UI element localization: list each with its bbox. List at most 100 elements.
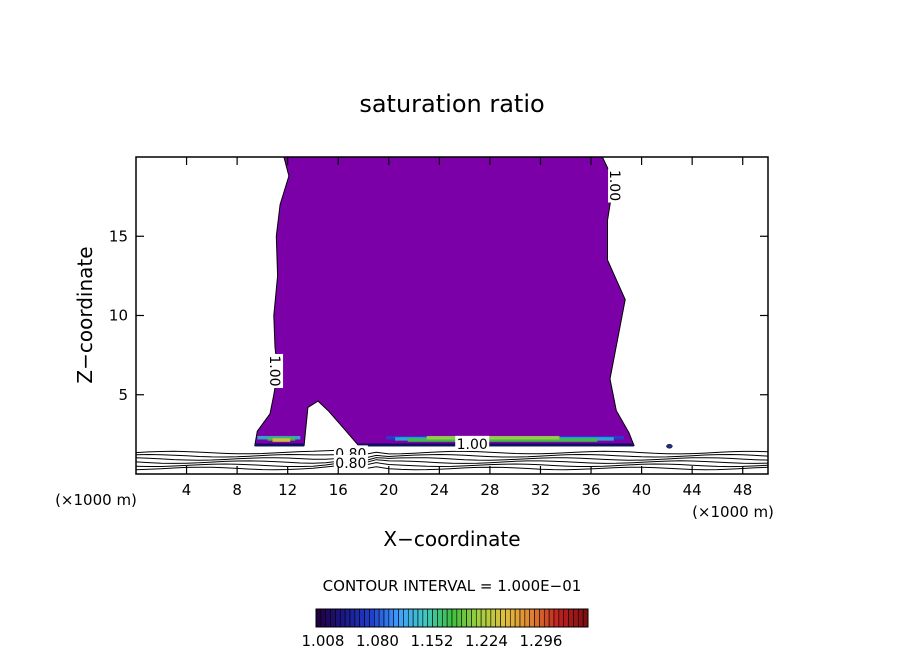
colorbar-swatch <box>471 608 477 628</box>
cloud-base-band <box>407 438 598 442</box>
colorbar-swatch <box>466 608 472 628</box>
x-unit-left: (×1000 m) <box>55 491 137 509</box>
colorbar-swatch <box>364 608 370 628</box>
colorbar-frame <box>315 608 589 628</box>
y-tick-label: 5 <box>118 386 128 404</box>
y-tick-label: 10 <box>109 307 128 325</box>
contour-label: 1.00 <box>266 355 282 386</box>
colorbar-swatch <box>519 608 526 628</box>
contour-label: 1.00 <box>606 170 622 201</box>
colorbar-swatch <box>330 608 336 628</box>
colorbar-swatch <box>344 608 351 628</box>
colorbar-swatch <box>514 608 521 628</box>
colorbar-swatch <box>451 608 458 628</box>
colorbar-swatch <box>558 608 565 628</box>
x-axis-label: X−coordinate <box>383 527 520 551</box>
colorbar-swatch <box>563 608 569 628</box>
chart-title: saturation ratio <box>359 90 544 118</box>
contour-interval-text: CONTOUR INTERVAL = 1.000E−01 <box>323 577 582 595</box>
contour-line <box>135 462 769 468</box>
colorbar-labels: 1.008 1.080 1.152 1.224 1.296 <box>302 632 563 650</box>
x-tick-label: 44 <box>683 481 702 499</box>
colorbar-swatch <box>505 608 511 628</box>
contour-label: 0.80 <box>335 456 366 472</box>
saturated-region-layer <box>254 156 635 447</box>
contour-line <box>135 459 769 465</box>
low-level-contour-lines <box>135 444 769 471</box>
colorbar-swatch <box>509 608 516 628</box>
colorbar-swatch <box>398 608 404 628</box>
colorbar-swatch <box>500 608 506 628</box>
colorbar-swatch <box>437 608 443 628</box>
contour-line <box>135 449 769 456</box>
colorbar-swatch <box>383 608 390 628</box>
colorbar-swatch <box>553 608 560 628</box>
x-tick-label: 8 <box>232 481 242 499</box>
colorbar-swatch <box>335 608 341 628</box>
x-tick-label: 16 <box>329 481 348 499</box>
cloud-base-band <box>426 435 560 440</box>
colorbar-swatch <box>412 608 419 628</box>
colorbar-swatch <box>539 608 545 628</box>
colorbar-swatch <box>393 608 399 628</box>
colorbar-swatch <box>456 608 463 628</box>
colorbar-swatch <box>422 608 429 628</box>
small-contour <box>666 444 673 449</box>
cloud-base-band <box>272 438 291 442</box>
colorbar-swatch <box>495 608 501 628</box>
y-tick-label: 15 <box>109 227 128 245</box>
x-tick-label: 4 <box>182 481 192 499</box>
colorbar-swatch <box>417 608 424 628</box>
colorbar-swatch <box>524 608 531 628</box>
y-axis-label: Z−coordinate <box>73 246 97 383</box>
x-tick-label: 32 <box>531 481 550 499</box>
contour-line <box>135 453 769 459</box>
colorbar-swatch <box>407 608 414 628</box>
contour-label: 1.00 <box>457 437 488 453</box>
colorbar-swatch <box>315 608 322 628</box>
contour-labels-layer: 1.001.001.000.800.80 <box>266 168 624 472</box>
colorbar-swatch <box>446 608 453 628</box>
colorbar-swatch <box>582 608 589 628</box>
colorbar-swatch <box>480 608 487 628</box>
contour-line <box>135 465 769 471</box>
colorbar <box>315 608 589 628</box>
x-tick-label: 48 <box>733 481 752 499</box>
colorbar-swatch <box>432 608 438 628</box>
colorbar-swatch <box>573 608 579 628</box>
colorbar-swatch <box>577 608 584 628</box>
x-tick-label: 24 <box>430 481 449 499</box>
colorbar-swatch <box>543 608 550 628</box>
colorbar-swatch <box>441 608 448 628</box>
colorbar-swatch <box>378 608 385 628</box>
colorbar-swatch <box>529 608 535 628</box>
colorbar-swatch <box>485 608 492 628</box>
colorbar-swatch <box>461 608 467 628</box>
colorbar-swatch <box>320 608 327 628</box>
colorbar-swatch <box>339 608 346 628</box>
colorbar-swatch <box>369 608 375 628</box>
colorbar-swatch <box>349 608 356 628</box>
x-unit-right: (×1000 m) <box>692 503 774 521</box>
contour-label-bg <box>608 168 624 203</box>
colorbar-swatch <box>568 608 574 628</box>
colorbar-swatch <box>475 608 482 628</box>
x-tick-label: 40 <box>632 481 651 499</box>
contour-label-bg <box>455 435 490 451</box>
x-tick-label: 20 <box>379 481 398 499</box>
colorbar-swatch <box>359 608 365 628</box>
colorbar-swatch <box>548 608 555 628</box>
colorbar-swatch <box>534 608 540 628</box>
cloud-base-edge <box>254 443 305 447</box>
colorbar-swatch <box>388 608 395 628</box>
colorbar-label: 1.008 <box>302 632 345 650</box>
contour-label-bg <box>268 353 284 388</box>
colorbar-label: 1.152 <box>411 632 454 650</box>
colorbar-swatch <box>427 608 433 628</box>
contour-line <box>135 457 769 462</box>
y-axis-ticks: 5 10 15 <box>109 227 768 404</box>
saturated-region <box>254 156 635 446</box>
colorbar-swatch <box>403 608 409 628</box>
x-tick-label: 12 <box>278 481 297 499</box>
